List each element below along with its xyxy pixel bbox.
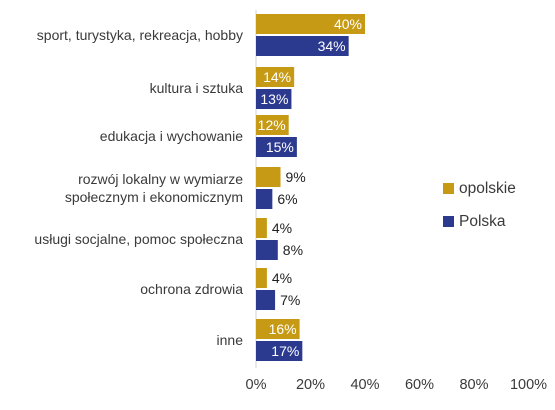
bar-polska-3 — [256, 189, 273, 209]
x-tick-label-4: 80% — [459, 377, 488, 393]
bar-polska-1 — [256, 89, 292, 109]
data-label-opolskie-4: 4% — [272, 220, 292, 236]
data-label-opolskie-3: 9% — [286, 169, 306, 185]
x-axis-ticks: 0% 20% 40% 60% 80% 100% — [246, 377, 548, 393]
x-tick-label-2: 40% — [350, 377, 379, 393]
bar-opolskie-2 — [256, 115, 289, 135]
bar-opolskie-3 — [256, 167, 281, 187]
legend-label-opolskie: opolskie — [459, 180, 516, 197]
data-label-polska-5: 7% — [280, 292, 300, 308]
bar-opolskie-5 — [256, 268, 267, 288]
data-label-opolskie-2: 12% — [258, 117, 286, 133]
category-label-3-line-0: rozwój lokalny w wymiarze — [78, 171, 243, 187]
data-label-polska-3: 6% — [277, 191, 297, 207]
data-label-opolskie-6: 16% — [269, 321, 297, 337]
legend-swatch-polska — [443, 216, 454, 227]
bar-polska-2 — [256, 137, 297, 157]
x-tick-label-0: 0% — [246, 377, 267, 393]
category-label-2: edukacja i wychowanie — [100, 128, 243, 144]
category-label-0: sport, turystyka, rekreacja, hobby — [37, 27, 243, 43]
legend: opolskie Polska — [443, 180, 516, 230]
bar-opolskie-6 — [256, 319, 300, 339]
bar-polska-4 — [256, 240, 278, 260]
data-label-polska-1: 13% — [260, 91, 288, 107]
category-label-3-line-1: społecznym i ekonomicznym — [65, 189, 243, 205]
category-label-4: usługi socjalne, pomoc społeczna — [34, 231, 243, 247]
data-label-polska-6: 17% — [271, 343, 299, 359]
data-label-opolskie-0: 40% — [334, 16, 362, 32]
category-label-1: kultura i sztuka — [150, 80, 244, 96]
category-label-6: inne — [217, 332, 244, 348]
data-label-polska-2: 15% — [266, 139, 294, 155]
bar-polska-0 — [256, 36, 349, 56]
data-label-opolskie-5: 4% — [272, 270, 292, 286]
data-label-polska-0: 34% — [318, 38, 346, 54]
category-labels: sport, turystyka, rekreacja, hobby kultur… — [34, 27, 243, 348]
x-tick-label-1: 20% — [296, 377, 325, 393]
x-tick-label-5: 100% — [510, 377, 547, 393]
bar-polska-5 — [256, 290, 276, 310]
bar-opolskie-4 — [256, 218, 267, 238]
legend-label-polska: Polska — [459, 213, 506, 230]
bar-opolskie-0 — [256, 14, 365, 34]
data-label-polska-4: 8% — [283, 242, 303, 258]
bar-opolskie-1 — [256, 67, 295, 87]
legend-swatch-opolskie — [443, 183, 454, 194]
data-label-opolskie-1: 14% — [263, 69, 291, 85]
bars: 40% 34% 14% 13% 12% 15% 9% 6% 4% 8% 4% 7% 16% 17% — [256, 14, 365, 361]
x-tick-label-3: 60% — [405, 377, 434, 393]
category-label-5: ochrona zdrowia — [140, 281, 243, 297]
bar-polska-6 — [256, 341, 303, 361]
